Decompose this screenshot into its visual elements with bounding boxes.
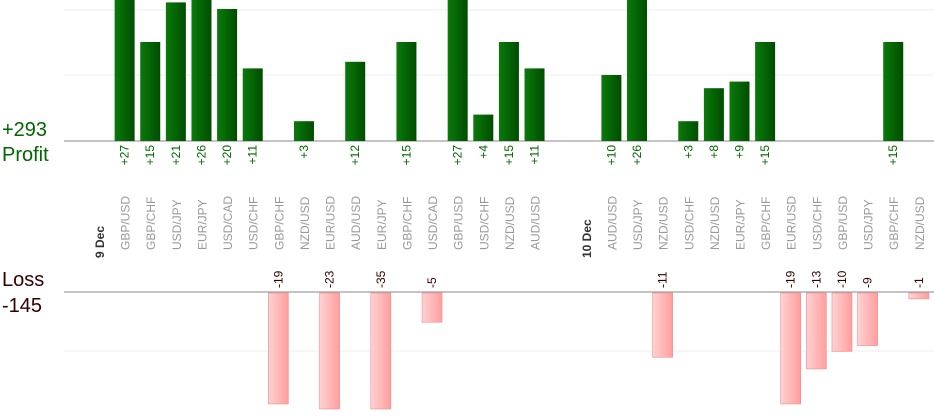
loss-bar <box>780 292 802 405</box>
loss-value-label: -1 <box>912 277 926 288</box>
loss-value-label: -9 <box>861 277 875 288</box>
pair-label: GBP/CHF <box>272 197 286 250</box>
profit-bar <box>703 88 724 141</box>
pair-label: USD/JPY <box>862 199 876 250</box>
profit-bar <box>678 121 699 141</box>
profit-value-label: +15 <box>399 145 413 166</box>
profit-bar <box>242 68 263 141</box>
pair-label: USD/CHF <box>810 197 824 250</box>
loss-label: Loss <box>2 269 45 291</box>
profit-value-label: +11 <box>246 145 260 165</box>
pair-label: NZD/USD <box>298 196 312 250</box>
loss-bar <box>652 292 673 358</box>
labels: 9 Dec GBP/USD +27 GBP/CHF +15 USD/JPY +21 EUR/J… <box>93 145 927 288</box>
loss-bar <box>370 292 392 410</box>
profit-bar <box>883 42 904 141</box>
date-label: 10 Dec <box>580 219 594 258</box>
loss-value-label: -11 <box>656 271 670 288</box>
pair-label: USD/CAD <box>221 196 235 250</box>
profit-bar <box>498 42 519 141</box>
profit-total: +293 <box>2 119 48 141</box>
pair-label: EUR/JPY <box>375 199 389 250</box>
profit-bar <box>217 9 238 141</box>
loss-value-label: -35 <box>374 270 388 288</box>
profit-value-label: +8 <box>707 145 721 159</box>
loss-bar <box>857 292 878 346</box>
loss-value-label: -10 <box>835 270 849 288</box>
profit-bar <box>473 114 494 141</box>
profit-bar <box>729 81 750 141</box>
profit-value-label: +11 <box>528 145 542 165</box>
pair-label: GBP/USD <box>452 196 466 250</box>
pair-label: NZD/USD <box>708 196 722 250</box>
pair-label: EUR/JPY <box>195 199 209 250</box>
pair-label: AUD/USD <box>529 196 543 250</box>
loss-value-label: -5 <box>425 277 439 288</box>
profit-value-label: +15 <box>502 145 516 166</box>
profit-label: Profit <box>2 144 49 166</box>
profit-bar <box>601 75 622 141</box>
pair-label: GBP/USD <box>119 196 133 250</box>
pair-label: USD/CHF <box>477 197 491 250</box>
profit-bar <box>140 42 161 141</box>
loss-bar <box>806 292 827 370</box>
loss-value-label: -23 <box>323 270 337 288</box>
profit-bar <box>627 0 648 141</box>
pair-label: AUD/USD <box>349 196 363 250</box>
profit-value-label: +15 <box>886 145 900 166</box>
pair-label: EUR/USD <box>324 196 338 250</box>
profit-value-label: +26 <box>630 145 644 166</box>
pair-label: EUR/JPY <box>734 199 748 250</box>
pair-label: GBP/CHF <box>887 197 901 250</box>
profit-value-label: +21 <box>169 145 183 166</box>
pair-label: USD/CHF <box>682 197 696 250</box>
profit-value-label: +26 <box>194 145 208 166</box>
profit-bar <box>345 61 366 141</box>
profit-value-label: +15 <box>758 145 772 166</box>
profit-value-label: +10 <box>604 145 618 166</box>
profit-bar <box>755 42 776 141</box>
pair-label: GBP/CHF <box>759 197 773 250</box>
profit-value-label: +27 <box>451 145 465 166</box>
profit-value-label: +15 <box>143 145 157 166</box>
bars <box>114 0 930 410</box>
profit-bar <box>191 0 212 141</box>
pair-label: GBP/USD <box>836 196 850 250</box>
profit-bar <box>447 0 468 141</box>
pair-label: USD/CAD <box>426 196 440 250</box>
loss-value-label: -19 <box>271 270 285 288</box>
pair-label: AUD/USD <box>605 196 619 250</box>
profit-bar <box>114 0 135 141</box>
profit-value-label: +3 <box>681 145 695 159</box>
pair-label: USD/JPY <box>631 199 645 250</box>
profit-value-label: +20 <box>220 145 234 166</box>
profit-value-label: +4 <box>476 145 490 159</box>
pair-label: NZD/USD <box>913 196 927 250</box>
pair-label: USD/JPY <box>170 199 184 250</box>
loss-bar <box>421 292 443 323</box>
pair-label: NZD/USD <box>657 196 671 250</box>
loss-total: -145 <box>2 295 43 317</box>
loss-bar <box>319 292 340 410</box>
pair-label: EUR/USD <box>785 196 799 250</box>
profit-value-label: +3 <box>297 145 311 159</box>
profit-bar <box>396 42 417 141</box>
loss-value-label: -13 <box>809 270 823 288</box>
pair-label: NZD/USD <box>503 196 517 250</box>
date-label: 9 Dec <box>93 226 107 258</box>
loss-bar <box>908 292 930 300</box>
profit-bar <box>165 2 186 142</box>
loss-bar <box>831 292 853 352</box>
loss-value-label: -19 <box>784 270 798 288</box>
pair-label: GBP/CHF <box>400 197 414 250</box>
loss-bar <box>268 292 289 405</box>
profit-bar <box>293 121 314 141</box>
profit-value-label: +9 <box>733 145 747 159</box>
pair-label: USD/CHF <box>247 197 261 250</box>
profit-value-label: +12 <box>348 145 362 166</box>
pair-label: GBP/CHF <box>144 197 158 250</box>
profit-bar <box>524 68 545 141</box>
profit-value-label: +27 <box>118 145 132 166</box>
